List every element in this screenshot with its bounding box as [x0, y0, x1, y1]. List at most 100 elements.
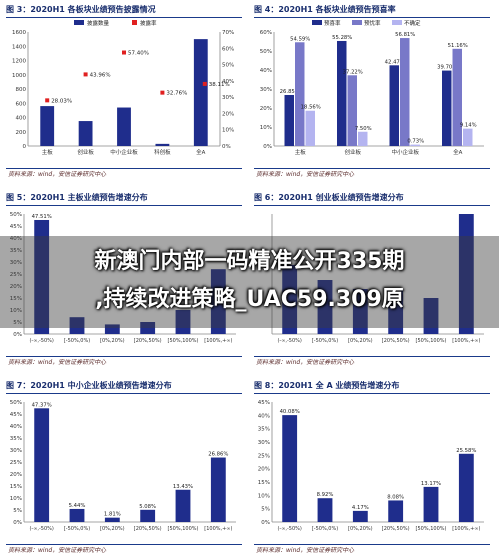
y-tick-label: 30% — [258, 440, 270, 446]
bar — [337, 40, 347, 146]
legend-swatch — [312, 20, 322, 25]
data-label: 26.85% — [280, 89, 300, 95]
x-tick-label: [100%,+∞) — [204, 338, 232, 344]
bar — [317, 280, 333, 334]
bar — [117, 107, 131, 146]
data-label: 13.17% — [421, 481, 441, 487]
bar — [104, 517, 120, 522]
x-tick-label: (-∞,-50%) — [277, 526, 301, 532]
bar — [140, 509, 156, 522]
data-label: 47.51% — [32, 214, 52, 220]
bar — [400, 38, 410, 146]
source-note: 资料来源：wind，安信证券研究中心 — [256, 547, 355, 554]
y-tick-label: 40% — [260, 68, 272, 74]
y-tick-label: 30% — [10, 448, 22, 454]
x-tick-label: [20%,50%) — [382, 526, 410, 532]
data-label: 8.92% — [317, 492, 334, 498]
scatter-point — [202, 81, 207, 86]
bar — [69, 508, 85, 522]
divider — [254, 168, 490, 169]
bar — [155, 143, 170, 146]
y-tick-label: 1200 — [12, 59, 26, 65]
y-tick-label: 40% — [10, 424, 22, 430]
x-tick-label: [50%,100%) — [416, 526, 447, 532]
data-label: 1.81% — [104, 512, 121, 518]
data-label: 25.58% — [456, 448, 476, 454]
y-tick-label: 35% — [258, 427, 270, 433]
y-tick-label: 50% — [10, 212, 22, 218]
bar — [410, 144, 420, 146]
bar — [210, 269, 226, 334]
bar — [295, 42, 305, 146]
y-tick-label: 50% — [10, 400, 22, 406]
data-label: 51.16% — [448, 43, 468, 49]
y-tick-label: 20% — [10, 472, 22, 478]
y-tick-label: 0 — [23, 144, 27, 150]
chart-title: 图 6：2020H1 创业板业绩预告增速分布 — [254, 191, 490, 206]
data-label: 5.44% — [69, 503, 86, 509]
divider — [254, 544, 490, 545]
y-tick-label: 25% — [10, 460, 22, 466]
x-tick-label: [20%,50%) — [134, 526, 162, 532]
data-label: 7.50% — [355, 126, 372, 132]
data-label: 26.86% — [208, 452, 228, 458]
panel-figure-8: 图 8：2020H1 全 A 业绩预告增速分布 0% 5% 10% 15% 20% 25%… — [252, 378, 492, 556]
y-tick-label: 5% — [13, 320, 22, 326]
bar — [388, 500, 404, 522]
y-tick-label: 5% — [261, 507, 270, 513]
panel-figure-6: 图 6：2020H1 创业板业绩预告增速分布 (-∞,-50%) [-50%,0%… — [252, 190, 492, 368]
data-label: 0.73% — [407, 139, 424, 145]
bar — [282, 265, 298, 334]
x-tick-label: [-50%,0%) — [312, 526, 338, 532]
bar — [175, 310, 191, 334]
y-tick-label: 200 — [16, 130, 27, 136]
data-label: 40.08% — [280, 409, 300, 415]
legend-swatch — [74, 20, 84, 25]
scatter-point — [160, 90, 165, 95]
y-tick-label: 30% — [222, 95, 234, 101]
bar — [352, 510, 368, 522]
x-tick-label: [100%,+∞) — [452, 338, 480, 344]
y-tick-label: 50% — [260, 49, 272, 55]
source-note: 资料来源：wind，安信证券研究中心 — [256, 359, 355, 366]
legend-swatch — [392, 20, 402, 25]
y-tick-label: 10% — [258, 493, 270, 499]
y-tick-label: 1600 — [12, 30, 26, 36]
x-tick-label: [50%,100%) — [416, 338, 447, 344]
chart-figure-5: 0% 5% 10% 15% 20% 25% 30% 35% 40% 45% 50% (-∞,-50%)… — [10, 212, 236, 344]
divider — [6, 168, 242, 169]
bar — [458, 453, 474, 522]
chart-figure-4: 0% 10% 20% 30% 40% 50% 60% 主板 创业板 中小企业板 全A 26.85% 55… — [260, 19, 484, 156]
x-tick-label: [-50%,0%) — [312, 338, 338, 344]
data-label: 8.08% — [387, 494, 404, 500]
x-tick-label: 主板 — [295, 148, 307, 156]
bar — [358, 131, 368, 146]
y-tick-label: 0% — [222, 144, 231, 150]
y-tick-label: 15% — [10, 296, 22, 302]
x-tick-label: [0%,20%) — [100, 338, 125, 344]
y-tick-label: 1000 — [12, 73, 26, 79]
bar — [458, 214, 474, 334]
scatter-point — [122, 50, 126, 55]
legend-label: 披露数量 — [87, 19, 110, 27]
data-label: 5.08% — [139, 504, 156, 510]
chart-title: 图 4：2020H1 各板块业绩预告预喜率 — [254, 3, 490, 18]
chart-title: 图 3：2020H1 各板块业绩预告披露情况 — [6, 3, 242, 18]
x-tick-label: [50%,100%) — [168, 338, 199, 344]
y-tick-label: 1400 — [12, 44, 26, 50]
panel-figure-5: 图 5：2020H1 主板业绩预告增速分布 0% 5% 10% 15% 20% 25% 30… — [4, 190, 244, 368]
overlay-banner: 新澳门内部一码精准公开335期 ,持续改进策略_UAC59.309原 — [0, 236, 499, 326]
data-label: 28.03% — [51, 98, 72, 104]
y-tick-label: 40% — [222, 79, 234, 85]
overlay-line-1: 新澳门内部一码精准公开335期 — [94, 249, 405, 274]
x-tick-label: [-50%,0%) — [64, 338, 90, 344]
legend-label: 不确定 — [404, 19, 421, 27]
divider — [6, 356, 242, 357]
y-tick-label: 0% — [13, 332, 22, 338]
y-tick-label: 45% — [258, 400, 270, 406]
bar — [423, 298, 439, 334]
panel-figure-3: 图 3：2020H1 各板块业绩预告披露情况 0 200 400 600 800 1000… — [4, 2, 244, 180]
divider — [254, 356, 490, 357]
overlay-line-2: ,持续改进策略_UAC59.309原 — [95, 287, 404, 312]
x-tick-label: [0%,20%) — [100, 526, 125, 532]
